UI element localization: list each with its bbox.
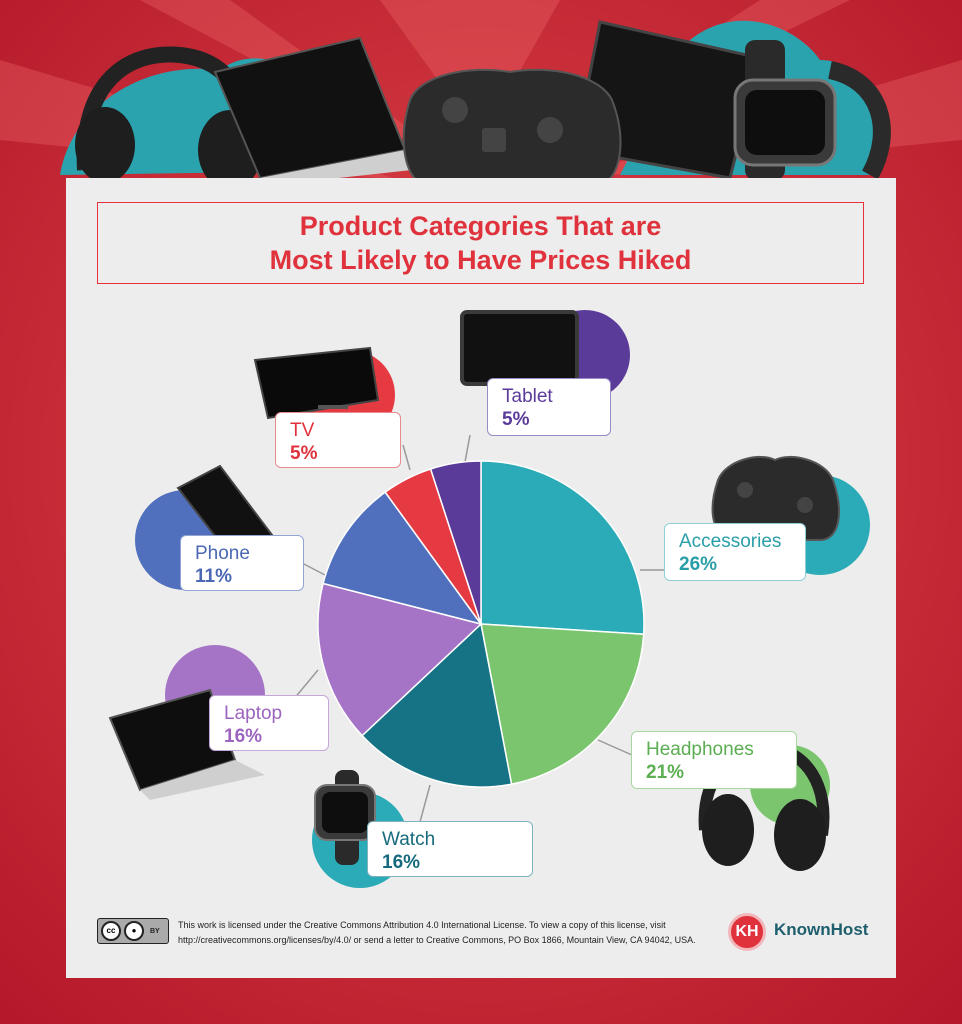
label-tv: TV 5% <box>275 412 401 468</box>
pie-slices <box>317 460 645 788</box>
smartwatch-icon <box>314 770 376 865</box>
label-tablet: Tablet 5% <box>487 378 611 436</box>
title-box: Product Categories That are Most Likely … <box>97 202 864 284</box>
cc-by-text: BY <box>150 927 160 935</box>
title-line-2: Most Likely to Have Prices Hiked <box>269 245 692 275</box>
brand-name: KnownHost <box>774 920 869 939</box>
license-line-1: This work is licensed under the Creative… <box>178 920 666 930</box>
pie-slice-headphones <box>480 623 645 785</box>
slice-label-name: Laptop <box>224 703 283 724</box>
slice-label-value: 21% <box>646 762 685 783</box>
slice-label-name: Tablet <box>502 386 553 407</box>
slice-label-value: 5% <box>502 409 530 430</box>
slice-label-name: TV <box>290 420 315 441</box>
cc-license-icon: cc ● BY <box>97 918 169 944</box>
laptop-icon <box>108 688 265 800</box>
slice-label-name: Headphones <box>646 739 754 760</box>
license-text: This work is licensed under the Creative… <box>178 918 718 948</box>
smartwatch-icon <box>733 40 891 180</box>
label-watch: Watch 16% <box>367 821 533 877</box>
pie-slice-watch <box>361 622 513 788</box>
license-line-2: http://creativecommons.org/licenses/by/4… <box>178 935 696 945</box>
pie-slice-tablet <box>429 460 482 625</box>
title-line-1: Product Categories That are <box>299 211 662 241</box>
pie-slice-accessories <box>480 460 645 636</box>
tablet-icon <box>460 310 579 386</box>
pie-slice-phone <box>322 491 483 626</box>
slice-label-name: Watch <box>382 829 436 850</box>
attribution-icon: ● <box>124 921 144 941</box>
top-gadgets <box>75 20 891 190</box>
label-connectors <box>292 434 665 823</box>
slice-label-name: Phone <box>195 543 250 564</box>
slice-label-value: 16% <box>224 726 263 747</box>
label-headphones: Headphones 21% <box>631 731 797 789</box>
slice-label-value: 5% <box>290 443 318 464</box>
pie-slice-laptop <box>317 582 483 737</box>
label-laptop: Laptop 16% <box>209 695 329 751</box>
slice-label-value: 11% <box>195 566 232 587</box>
label-phone: Phone 11% <box>180 535 304 591</box>
slice-label-value: 16% <box>382 852 421 873</box>
label-accessories: Accessories 26% <box>664 523 806 581</box>
slice-label-name: Accessories <box>679 531 782 552</box>
knownhost-logo: KH <box>728 913 766 951</box>
game-controller-icon <box>711 455 840 541</box>
game-controller-icon <box>402 68 622 186</box>
tv-icon <box>253 346 380 420</box>
slice-label-value: 26% <box>679 554 718 575</box>
cc-icon: cc <box>101 921 121 941</box>
